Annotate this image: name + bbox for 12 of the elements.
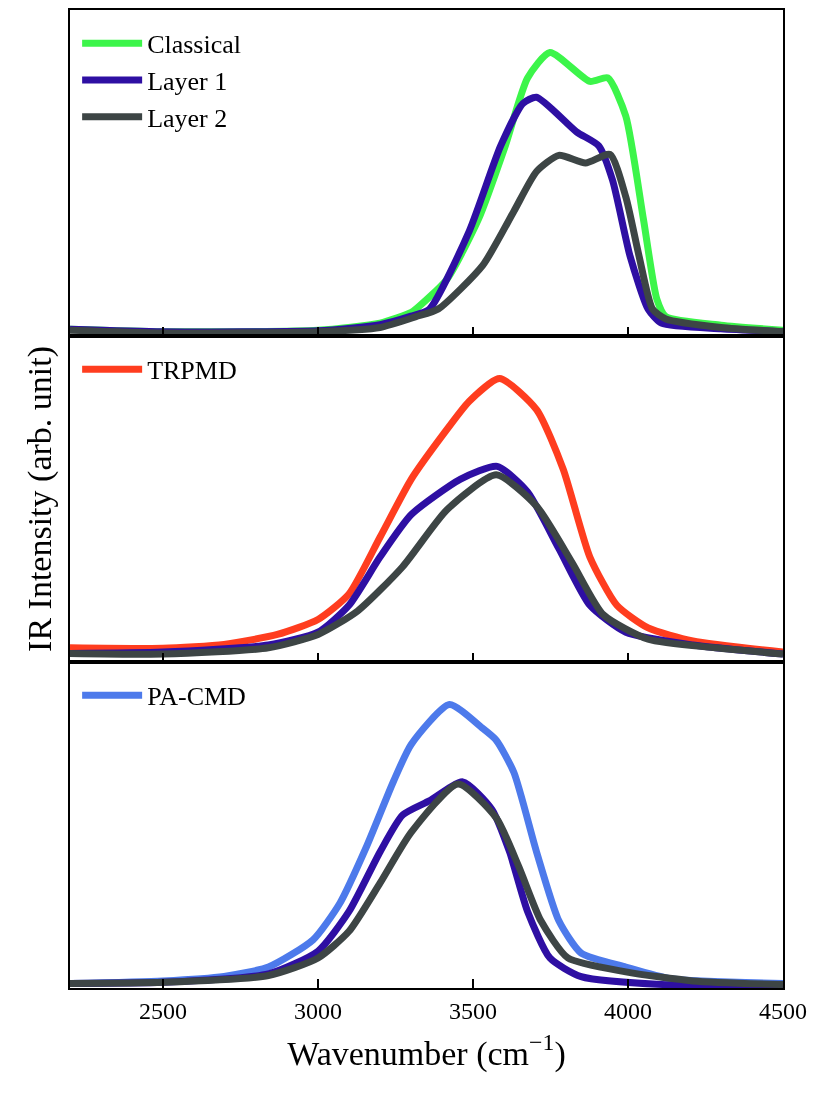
x-axis-title: Wavenumber (cm$^{−1}$) [287,1029,566,1073]
legend-label: Layer 1 [147,67,228,97]
x-tick-label: 3000 [294,997,342,1024]
legend-label: TRPMD [147,356,237,386]
x-tick-label: 2500 [139,997,187,1024]
legend-label: Layer 2 [147,103,228,133]
legend-label: Classical [147,30,242,60]
legend-label: PA-CMD [147,682,246,712]
x-tick-label: 4000 [604,997,652,1024]
x-tick-label: 4500 [759,997,807,1024]
x-tick-label: 3500 [449,997,497,1024]
y-axis-title: IR Intensity (arb. unit) [21,345,60,652]
